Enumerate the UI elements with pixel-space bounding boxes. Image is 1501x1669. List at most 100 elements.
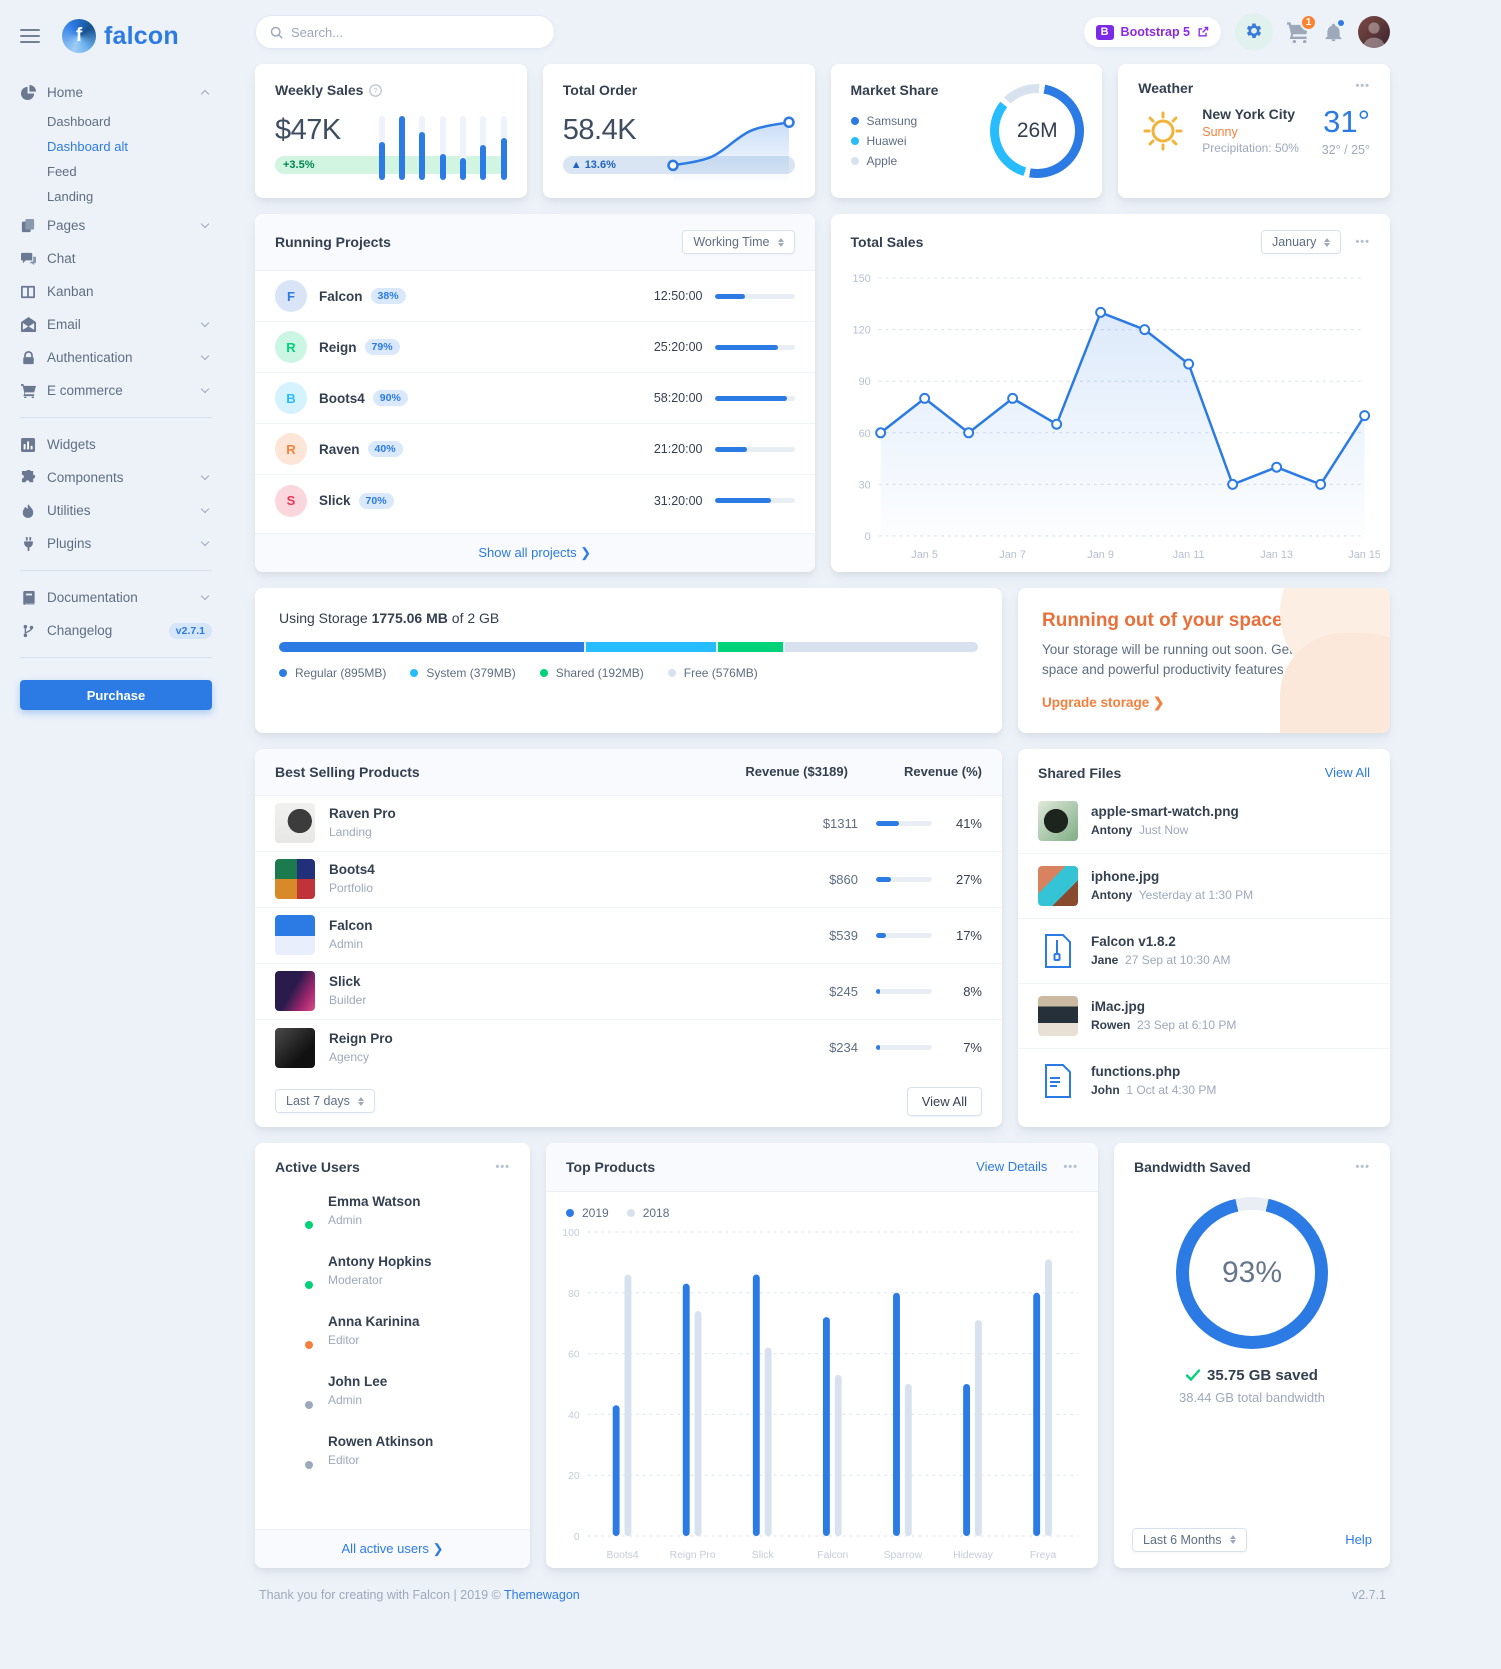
sidebar-item-kanban[interactable]: Kanban (20, 275, 212, 308)
revenue-progress-bar (876, 932, 932, 938)
user-item[interactable]: Rowen Atkinson Editor (255, 1421, 530, 1481)
card-title: Shared Files (1038, 764, 1122, 781)
project-percent-badge: 90% (372, 390, 408, 406)
notifications-button[interactable] (1323, 17, 1346, 43)
sidebar-item-landing[interactable]: Landing (47, 189, 94, 204)
sidebar-item-documentation[interactable]: Documentation (20, 581, 212, 614)
sidebar-item-components[interactable]: Components (20, 461, 212, 494)
card-title: Best Selling Products (275, 763, 420, 780)
themewagon-link[interactable]: Themewagon (504, 1587, 580, 1602)
sidebar-divider (20, 417, 212, 418)
weather-condition: Sunny (1202, 125, 1238, 139)
svg-text:Jan 13: Jan 13 (1260, 549, 1293, 561)
sidebar-item-ecommerce[interactable]: E commerce (20, 374, 212, 407)
help-link[interactable]: Help (1345, 1532, 1372, 1547)
hamburger-menu-icon[interactable] (20, 29, 40, 43)
project-row[interactable]: F Falcon 38% 12:50:00 (255, 271, 815, 322)
shared-files-list: apple-smart-watch.png Antony Just Now iph… (1018, 789, 1390, 1113)
chevron-down-icon (200, 471, 210, 481)
project-progress-bar (714, 446, 795, 452)
project-row[interactable]: R Raven 40% 21:20:00 (255, 424, 815, 475)
svg-text:Jan 5: Jan 5 (911, 549, 938, 561)
shared-files-card: Shared Files View All apple-smart-watch.… (1018, 748, 1390, 1127)
sidebar-item-label: Changelog (47, 623, 113, 638)
last-6-months-select[interactable]: Last 6 Months (1132, 1527, 1247, 1552)
file-item[interactable]: iphone.jpg Antony Yesterday at 1:30 PM (1018, 854, 1390, 919)
bootstrap-version-pill[interactable]: B Bootstrap 5 (1083, 17, 1221, 47)
sidebar-item-widgets[interactable]: Widgets (20, 428, 212, 461)
last-7-days-select[interactable]: Last 7 days (275, 1089, 375, 1113)
sidebar-item-dashboard[interactable]: Dashboard (47, 114, 111, 129)
falcon-logo[interactable]: f falcon (62, 19, 179, 53)
sidebar-item-utilities[interactable]: Utilities (20, 494, 212, 527)
product-row[interactable]: Slick Builder $245 8% (255, 964, 1002, 1020)
sidebar-item-chat[interactable]: Chat (20, 242, 212, 275)
view-all-link[interactable]: View All (1324, 765, 1370, 780)
month-select[interactable]: January (1260, 230, 1342, 254)
cart-button[interactable]: 1 (1287, 14, 1317, 43)
app-root: f falcon Home Dashboard Dashboard alt Fe… (20, 0, 1390, 1622)
chevron-down-icon (200, 591, 210, 601)
sidebar-item-pages[interactable]: Pages (20, 209, 212, 242)
product-row[interactable]: Falcon Admin $539 17% (255, 908, 1002, 964)
file-item[interactable]: Falcon v1.8.2 Jane 27 Sep at 10:30 AM (1018, 919, 1390, 984)
svg-text:Slick: Slick (752, 1549, 775, 1560)
sidebar-item-dashboard-alt[interactable]: Dashboard alt (47, 139, 128, 154)
sidebar-item-plugins[interactable]: Plugins (20, 527, 212, 560)
main-content: B Bootstrap 5 1 (255, 0, 1390, 1622)
card-title: Total Sales (850, 234, 924, 250)
code-branch-icon (20, 624, 36, 638)
project-row[interactable]: R Reign 79% 25:20:00 (255, 322, 815, 373)
svg-text:120: 120 (852, 325, 870, 337)
status-indicator (303, 1398, 315, 1411)
help-circle-icon[interactable]: ? (369, 84, 383, 97)
product-row[interactable]: Reign Pro Agency $234 7% (255, 1020, 1002, 1076)
show-all-projects-link[interactable]: Show all projects ❯ (255, 533, 815, 572)
settings-button[interactable] (1235, 13, 1273, 51)
upgrade-storage-link[interactable]: Upgrade storage ❯ (1042, 694, 1165, 710)
search-input[interactable] (291, 24, 540, 40)
purchase-button[interactable]: Purchase (20, 680, 212, 710)
sidebar-item-email[interactable]: Email (20, 308, 212, 341)
total-sales-line-chart: 0 30 60 90 120 150 Jan 5 Jan 7 Jan 9 Jan 11 Jan 13… (831, 260, 1391, 572)
sidebar-item-feed[interactable]: Feed (47, 164, 77, 179)
card-menu-button[interactable]: ••• (1063, 1160, 1078, 1173)
project-progress-bar (714, 498, 795, 503)
file-item[interactable]: functions.php John 1 Oct at 4:30 PM (1018, 1049, 1390, 1113)
card-menu-button[interactable]: ••• (495, 1160, 510, 1173)
user-item[interactable]: Emma Watson Admin (255, 1181, 530, 1241)
project-row[interactable]: S Slick 70% 31:20:00 (255, 475, 815, 526)
user-item[interactable]: John Lee Admin (255, 1361, 530, 1421)
bar-chart-icon (20, 437, 36, 452)
user-item[interactable]: Antony Hopkins Moderator (255, 1241, 530, 1301)
product-row[interactable]: Boots4 Portfolio $860 27% (255, 852, 1002, 908)
file-item[interactable]: iMac.jpg Rowen 23 Sep at 6:10 PM (1018, 984, 1390, 1049)
top-products-card: Top Products View Details ••• 2019 2018 … (546, 1142, 1098, 1568)
sidebar-nav: Home Dashboard Dashboard alt Feed Landin… (20, 76, 212, 658)
status-indicator (303, 1338, 315, 1351)
columns-icon (20, 285, 36, 299)
file-item[interactable]: apple-smart-watch.png Antony Just Now (1018, 789, 1390, 854)
all-active-users-link[interactable]: All active users ❯ (255, 1528, 530, 1568)
legend-item: Apple (850, 154, 1083, 168)
card-menu-button[interactable]: ••• (1355, 1160, 1370, 1173)
card-menu-button[interactable]: ••• (1355, 236, 1370, 248)
view-all-button[interactable]: View All (906, 1086, 982, 1116)
sidebar-item-authentication[interactable]: Authentication (20, 341, 212, 374)
upgrade-storage-card: Running out of your space? Your storage … (1018, 588, 1390, 733)
svg-text:150: 150 (852, 273, 870, 285)
sidebar-item-home[interactable]: Home (20, 76, 212, 109)
card-menu-button[interactable]: ••• (1355, 80, 1370, 92)
sidebar-item-changelog[interactable]: Changelog v2.7.1 (20, 614, 212, 647)
cart-count-badge: 1 (1300, 14, 1317, 31)
working-time-select[interactable]: Working Time (682, 230, 795, 254)
view-details-link[interactable]: View Details (976, 1159, 1048, 1174)
project-row[interactable]: B Boots4 90% 58:20:00 (255, 373, 815, 424)
search-box[interactable] (255, 15, 555, 49)
user-avatar[interactable] (1358, 16, 1390, 48)
bandwidth-saved-card: Bandwidth Saved ••• 93% 35.75 GB saved 3… (1114, 1142, 1390, 1568)
product-row[interactable]: Raven Pro Landing $1311 41% (255, 796, 1002, 852)
project-percent-badge: 38% (370, 288, 406, 304)
chevron-down-icon (200, 318, 210, 328)
user-item[interactable]: Anna Karinina Editor (255, 1301, 530, 1361)
